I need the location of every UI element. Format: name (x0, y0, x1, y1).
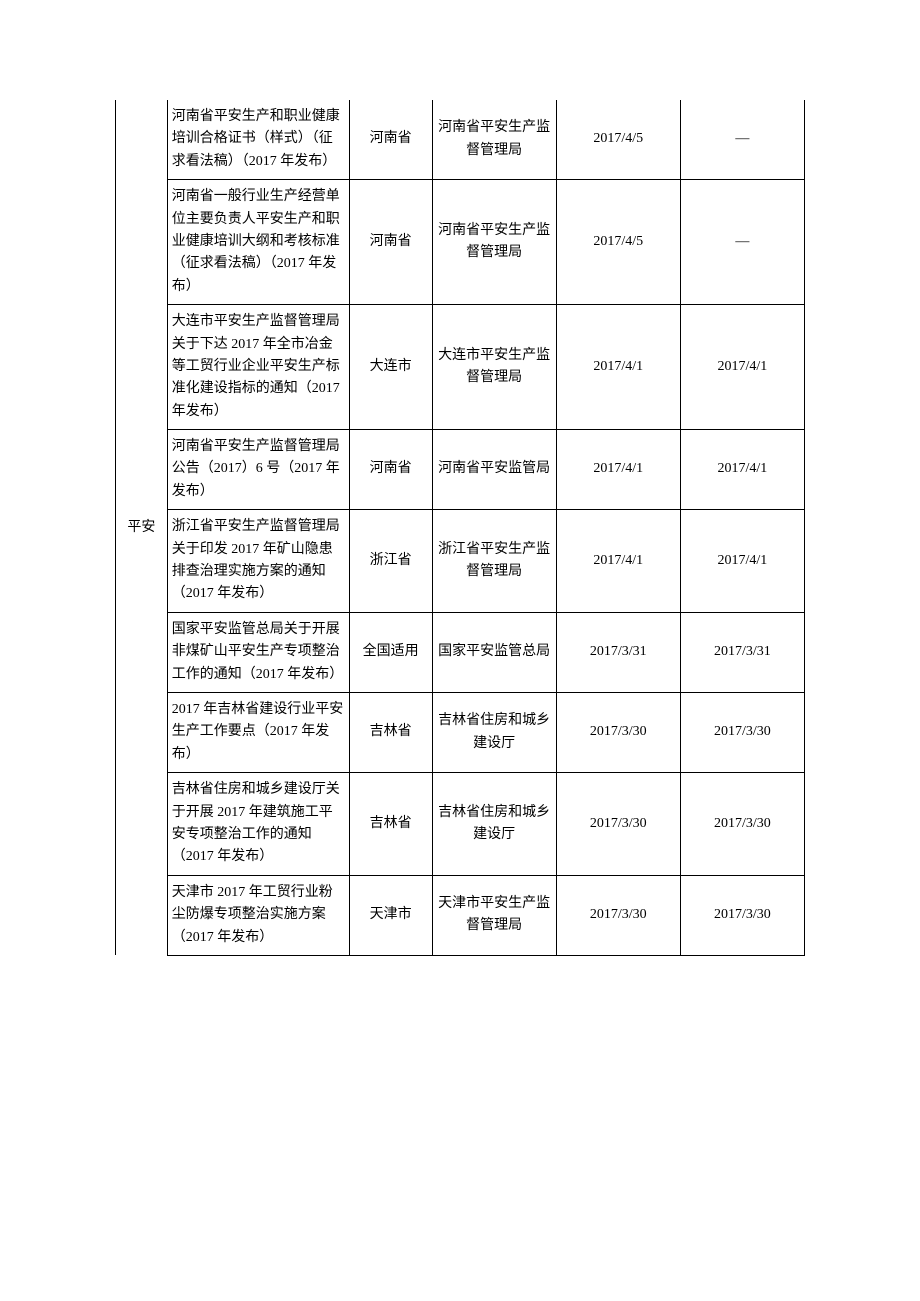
table-row: 河南省一般行业生产经营单位主要负责人平安生产和职业健康培训大纲和考核标准（征求看… (116, 180, 805, 305)
title-cell: 河南省平安生产和职业健康培训合格证书（样式）（征求看法稿）（2017 年发布） (167, 100, 349, 180)
publish-date-cell: 2017/3/30 (556, 875, 680, 955)
publish-date-cell: 2017/4/5 (556, 100, 680, 180)
region-cell: 河南省 (349, 430, 432, 510)
table-row: 国家平安监管总局关于开展非煤矿山平安生产专项整治工作的通知（2017 年发布） … (116, 612, 805, 692)
title-cell: 浙江省平安生产监督管理局关于印发 2017 年矿山隐患排查治理实施方案的通知（2… (167, 510, 349, 613)
department-cell: 天津市平安生产监督管理局 (432, 875, 556, 955)
table-row: 2017 年吉林省建设行业平安生产工作要点（2017 年发布） 吉林省 吉林省住… (116, 692, 805, 772)
document-page: 平安 河南省平安生产和职业健康培训合格证书（样式）（征求看法稿）（2017 年发… (0, 0, 920, 1156)
publish-date-cell: 2017/4/1 (556, 305, 680, 430)
effect-date-cell: 2017/4/1 (680, 305, 804, 430)
title-cell: 河南省一般行业生产经营单位主要负责人平安生产和职业健康培训大纲和考核标准（征求看… (167, 180, 349, 305)
region-cell: 吉林省 (349, 692, 432, 772)
table-row: 浙江省平安生产监督管理局关于印发 2017 年矿山隐患排查治理实施方案的通知（2… (116, 510, 805, 613)
department-cell: 吉林省住房和城乡建设厅 (432, 692, 556, 772)
title-cell: 国家平安监管总局关于开展非煤矿山平安生产专项整治工作的通知（2017 年发布） (167, 612, 349, 692)
region-cell: 河南省 (349, 100, 432, 180)
effect-date-cell: 2017/4/1 (680, 510, 804, 613)
region-cell: 浙江省 (349, 510, 432, 613)
title-cell: 吉林省住房和城乡建设厅关于开展 2017 年建筑施工平安专项整治工作的通知（20… (167, 773, 349, 876)
region-cell: 吉林省 (349, 773, 432, 876)
effect-date-cell: 2017/4/1 (680, 430, 804, 510)
department-cell: 吉林省住房和城乡建设厅 (432, 773, 556, 876)
department-cell: 河南省平安生产监督管理局 (432, 100, 556, 180)
title-cell: 大连市平安生产监督管理局关于下达 2017 年全市冶金等工贸行业企业平安生产标准… (167, 305, 349, 430)
table-row: 平安 河南省平安生产和职业健康培训合格证书（样式）（征求看法稿）（2017 年发… (116, 100, 805, 180)
region-cell: 天津市 (349, 875, 432, 955)
table-row: 大连市平安生产监督管理局关于下达 2017 年全市冶金等工贸行业企业平安生产标准… (116, 305, 805, 430)
effect-date-cell: — (680, 100, 804, 180)
publish-date-cell: 2017/3/30 (556, 773, 680, 876)
effect-date-cell: — (680, 180, 804, 305)
publish-date-cell: 2017/4/1 (556, 430, 680, 510)
publish-date-cell: 2017/3/30 (556, 692, 680, 772)
effect-date-cell: 2017/3/31 (680, 612, 804, 692)
table-row: 吉林省住房和城乡建设厅关于开展 2017 年建筑施工平安专项整治工作的通知（20… (116, 773, 805, 876)
table-row: 河南省平安生产监督管理局公告（2017）6 号（2017 年发布） 河南省 河南… (116, 430, 805, 510)
region-cell: 全国适用 (349, 612, 432, 692)
title-cell: 2017 年吉林省建设行业平安生产工作要点（2017 年发布） (167, 692, 349, 772)
effect-date-cell: 2017/3/30 (680, 773, 804, 876)
title-cell: 河南省平安生产监督管理局公告（2017）6 号（2017 年发布） (167, 430, 349, 510)
department-cell: 国家平安监管总局 (432, 612, 556, 692)
effect-date-cell: 2017/3/30 (680, 692, 804, 772)
table-row: 天津市 2017 年工贸行业粉尘防爆专项整治实施方案（2017 年发布） 天津市… (116, 875, 805, 955)
publish-date-cell: 2017/4/1 (556, 510, 680, 613)
regulations-table: 平安 河南省平安生产和职业健康培训合格证书（样式）（征求看法稿）（2017 年发… (115, 100, 805, 956)
department-cell: 河南省平安监管局 (432, 430, 556, 510)
region-cell: 河南省 (349, 180, 432, 305)
publish-date-cell: 2017/4/5 (556, 180, 680, 305)
department-cell: 浙江省平安生产监督管理局 (432, 510, 556, 613)
department-cell: 大连市平安生产监督管理局 (432, 305, 556, 430)
effect-date-cell: 2017/3/30 (680, 875, 804, 955)
department-cell: 河南省平安生产监督管理局 (432, 180, 556, 305)
title-cell: 天津市 2017 年工贸行业粉尘防爆专项整治实施方案（2017 年发布） (167, 875, 349, 955)
region-cell: 大连市 (349, 305, 432, 430)
publish-date-cell: 2017/3/31 (556, 612, 680, 692)
category-cell: 平安 (116, 100, 168, 955)
